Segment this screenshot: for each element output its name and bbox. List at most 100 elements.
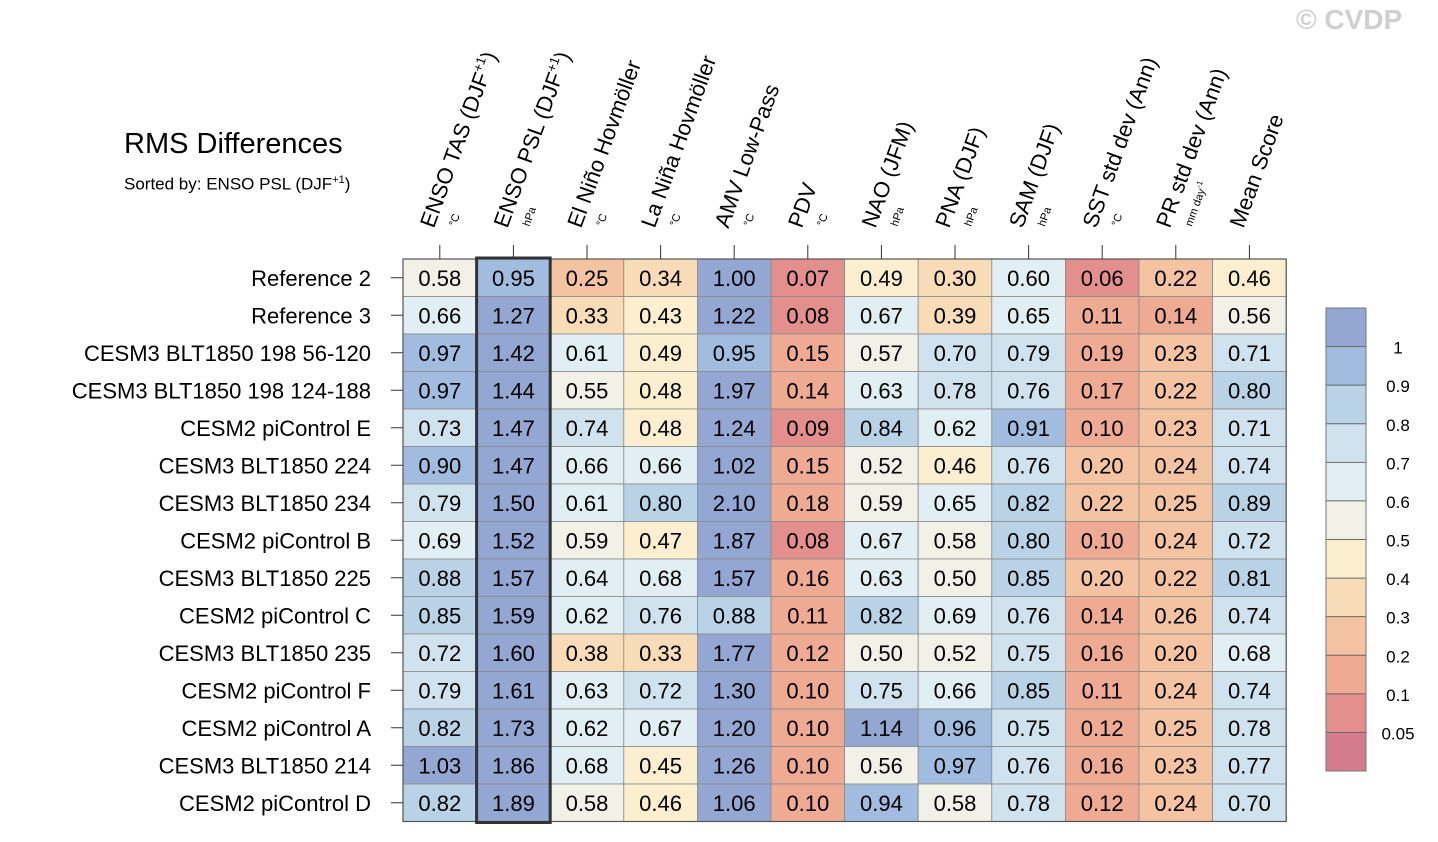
heatmap-cell	[697, 408, 772, 447]
cell-value-label: 0.45	[639, 753, 682, 778]
cell-value-label: 0.90	[418, 453, 461, 478]
heatmap-cell	[1065, 746, 1140, 785]
column-unit: °C	[742, 212, 758, 228]
colorbar-border	[1325, 307, 1367, 772]
cell-value-label: 0.14	[1154, 303, 1197, 328]
cell-value-label: 0.16	[786, 566, 829, 591]
colorbar-tick-label: 0.7	[1386, 454, 1410, 473]
colorbar-tick-label: 0.3	[1386, 609, 1410, 628]
column-unit-group: °C	[447, 212, 463, 228]
heatmap-cell	[476, 708, 551, 747]
heatmap-cell	[402, 333, 477, 372]
heatmap-cell	[623, 746, 698, 785]
heatmap-cell	[549, 783, 625, 822]
colorbar-segment	[1326, 500, 1366, 540]
column-unit-text: °C	[742, 212, 758, 228]
cell-value-label: 0.14	[1081, 603, 1124, 628]
row-label: CESM2 piControl C	[179, 603, 371, 628]
cell-value-label: 0.25	[1154, 491, 1197, 516]
heatmap-cell	[697, 333, 772, 372]
heatmap-cell	[844, 708, 919, 747]
cell-value-label: 0.58	[934, 791, 977, 816]
cell-value-label: 0.26	[1154, 603, 1197, 628]
row-label: CESM3 BLT1850 234	[159, 491, 371, 516]
cell-value-label: 0.10	[786, 678, 829, 703]
heatmap-cell	[844, 783, 919, 822]
column-unit-text: °C	[668, 212, 684, 228]
cell-value-label: 1.03	[418, 753, 461, 778]
cell-value-label: 0.22	[1154, 566, 1197, 591]
heatmap-cell	[1138, 521, 1213, 560]
cell-value-label: 0.78	[934, 378, 977, 403]
cell-value-label: 0.79	[418, 491, 461, 516]
cell-value-label: 1.59	[492, 603, 535, 628]
column-label-text: PNA (DJF)	[930, 123, 989, 230]
cell-value-label: 0.63	[860, 378, 903, 403]
column-label: La Niña Hovmöller	[636, 52, 721, 231]
cell-value-label: 0.50	[934, 566, 977, 591]
cell-value-label: 0.23	[1154, 753, 1197, 778]
cell-value-label: 0.59	[860, 491, 903, 516]
heatmap-cell	[1065, 783, 1140, 822]
cell-value-label: 1.73	[492, 716, 535, 741]
cell-value-label: 0.33	[566, 303, 609, 328]
cell-value-label: 0.69	[418, 528, 461, 553]
cell-value-label: 0.66	[566, 453, 609, 478]
row-label: CESM2 piControl E	[180, 416, 371, 441]
heatmap-cell	[991, 671, 1066, 710]
cell-value-label: 0.79	[1007, 341, 1050, 366]
cell-value-label: 0.75	[860, 678, 903, 703]
cell-value-label: 0.72	[418, 641, 461, 666]
column-unit-group: °C	[595, 212, 611, 228]
cell-value-label: 0.70	[934, 341, 977, 366]
heatmap-cell	[991, 558, 1066, 597]
column-label-text: La Niña Hovmöller	[636, 52, 721, 231]
column-unit-group: °C	[1110, 212, 1126, 228]
column-label: SST std dev (Ann)	[1077, 54, 1162, 231]
cell-value-label: 0.39	[934, 303, 977, 328]
colorbar-segment	[1326, 462, 1366, 501]
heatmap-cell	[476, 333, 551, 372]
column-label-text: SAM (DJF)	[1004, 120, 1065, 231]
heatmap-cell	[991, 633, 1066, 672]
cell-value-label: 0.12	[1081, 791, 1124, 816]
cell-value-label: 0.10	[1081, 416, 1124, 441]
cell-value-label: 1.52	[492, 528, 535, 553]
heatmap-cell	[991, 333, 1066, 372]
cell-value-label: 0.49	[639, 341, 682, 366]
heatmap-cell	[697, 296, 772, 335]
column-unit: hPa	[889, 205, 907, 228]
cell-value-label: 0.56	[860, 753, 903, 778]
column-unit: °C	[1110, 212, 1126, 228]
heatmap-cell	[770, 596, 845, 635]
cell-value-label: 0.67	[639, 716, 682, 741]
heatmap-cell	[623, 446, 698, 485]
column-label-text: SST std dev (Ann)	[1077, 54, 1162, 231]
cell-value-label: 1.02	[713, 453, 756, 478]
heatmap-cell	[697, 558, 772, 597]
row-label: CESM2 piControl B	[180, 528, 371, 553]
heatmap-cell	[1138, 558, 1213, 597]
colorbar-tick-label: 0.5	[1386, 532, 1410, 551]
heatmap-cell	[1138, 783, 1213, 822]
heatmap-cell	[991, 746, 1066, 785]
heatmap-cell	[1065, 708, 1140, 747]
column-label-group: ENSO TAS (DJF+1)	[415, 48, 502, 231]
heatmap-cell	[549, 446, 625, 485]
heatmap-cell	[770, 746, 845, 785]
column-unit: hPa	[521, 205, 539, 228]
heatmap-cell	[991, 258, 1066, 297]
colorbar-segment	[1326, 385, 1366, 424]
cell-value-label: 0.33	[639, 641, 682, 666]
heatmap-cell	[549, 408, 625, 447]
heatmap-cell	[1212, 258, 1287, 297]
cell-value-label: 0.25	[566, 266, 609, 291]
cell-value-label: 0.24	[1154, 453, 1197, 478]
cell-value-label: 1.00	[713, 266, 756, 291]
heatmap-cell	[476, 596, 551, 635]
colorbar-tick-label: 0.05	[1381, 724, 1414, 743]
cell-value-label: 0.68	[566, 753, 609, 778]
heatmap-cell	[402, 746, 477, 785]
cell-value-label: 0.88	[713, 603, 756, 628]
heatmap-cell	[1212, 671, 1287, 710]
